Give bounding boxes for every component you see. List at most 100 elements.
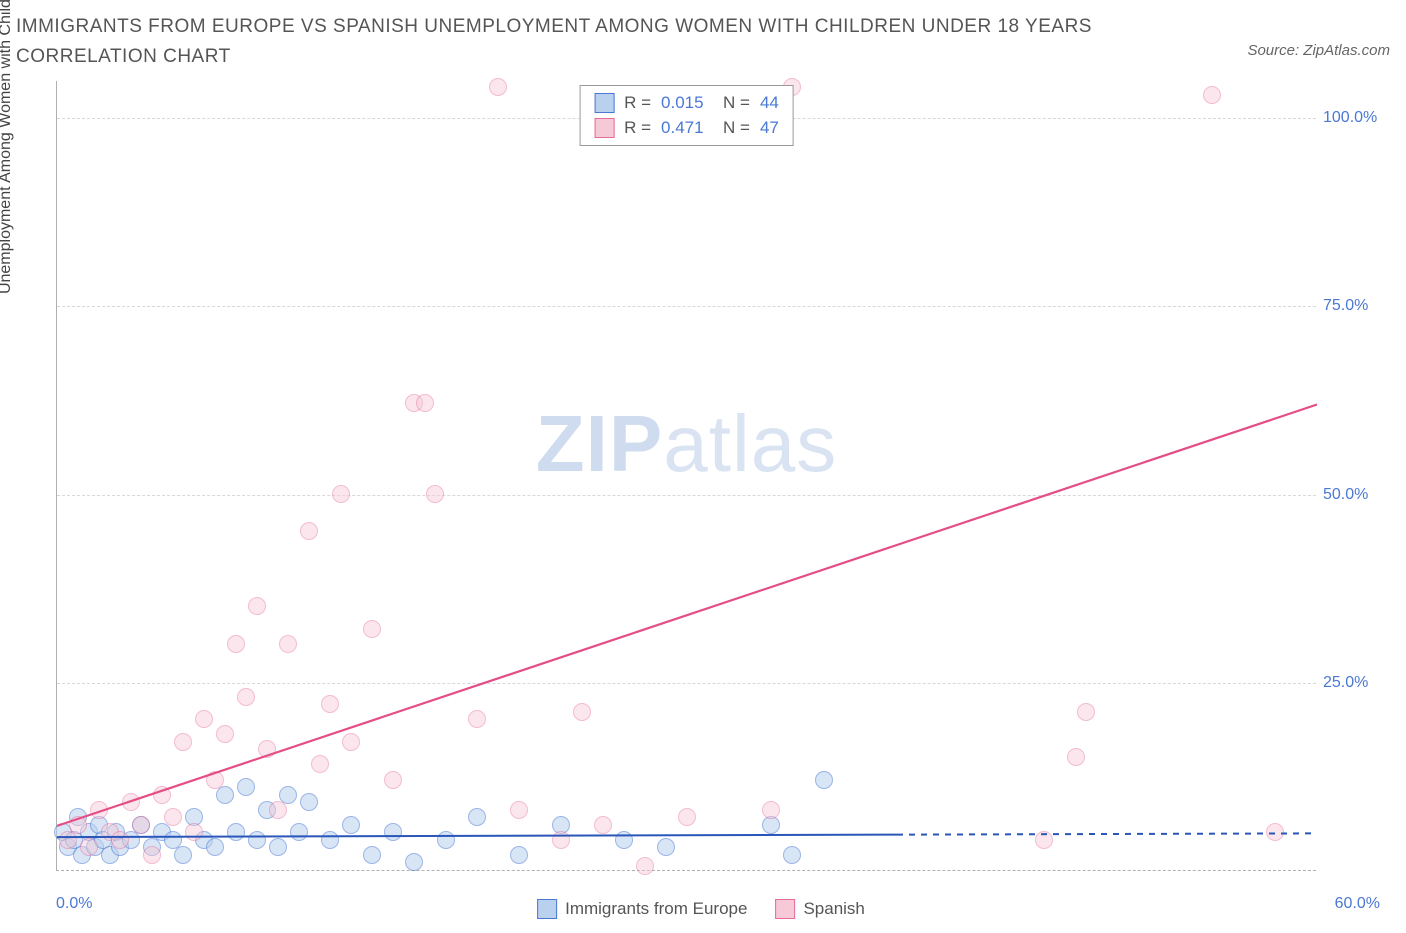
legend-label: Spanish	[803, 899, 864, 919]
stat-n-label: N =	[714, 90, 750, 116]
data-point	[206, 771, 224, 789]
data-point	[269, 838, 287, 856]
data-point	[363, 620, 381, 638]
data-point	[206, 838, 224, 856]
data-point	[657, 838, 675, 856]
data-point	[216, 786, 234, 804]
data-point	[815, 771, 833, 789]
data-point	[227, 823, 245, 841]
data-point	[1035, 831, 1053, 849]
data-point	[510, 846, 528, 864]
grid-line	[57, 495, 1316, 496]
data-point	[195, 710, 213, 728]
data-point	[342, 816, 360, 834]
grid-line	[57, 683, 1316, 684]
data-point	[1077, 703, 1095, 721]
data-point	[279, 635, 297, 653]
data-point	[363, 846, 381, 864]
data-point	[678, 808, 696, 826]
data-point	[405, 853, 423, 871]
data-point	[237, 688, 255, 706]
header: IMMIGRANTS FROM EUROPE VS SPANISH UNEMPL…	[16, 12, 1390, 73]
legend-swatch	[594, 93, 614, 113]
x-axis-max: 60.0%	[1335, 895, 1380, 913]
chart-container: Unemployment Among Women with Children U…	[16, 81, 1386, 921]
data-point	[332, 485, 350, 503]
data-point	[510, 801, 528, 819]
data-point	[1203, 86, 1221, 104]
data-point	[468, 808, 486, 826]
data-point	[143, 846, 161, 864]
stat-n-label: N =	[714, 115, 750, 141]
stat-n-value: 44	[760, 90, 779, 116]
legend-item: Spanish	[775, 899, 864, 919]
data-point	[321, 695, 339, 713]
data-point	[164, 808, 182, 826]
y-tick-label: 50.0%	[1323, 486, 1388, 504]
data-point	[615, 831, 633, 849]
stat-r-label: R =	[624, 115, 651, 141]
data-point	[636, 857, 654, 875]
data-point	[290, 823, 308, 841]
data-point	[762, 801, 780, 819]
data-point	[594, 816, 612, 834]
watermark: ZIPatlas	[536, 398, 837, 490]
data-point	[59, 831, 77, 849]
data-point	[216, 725, 234, 743]
stats-row: R = 0.471 N = 47	[594, 115, 779, 141]
trend-lines	[57, 81, 1317, 871]
data-point	[437, 831, 455, 849]
data-point	[384, 771, 402, 789]
data-point	[489, 78, 507, 96]
stats-legend: R = 0.015 N = 44R = 0.471 N = 47	[579, 85, 794, 146]
x-axis-min: 0.0%	[56, 895, 92, 913]
data-point	[468, 710, 486, 728]
data-point	[573, 703, 591, 721]
data-point	[185, 823, 203, 841]
y-axis-label: Unemployment Among Women with Children U…	[0, 0, 15, 294]
y-tick-label: 25.0%	[1323, 674, 1388, 692]
data-point	[248, 597, 266, 615]
data-point	[321, 831, 339, 849]
stat-r-label: R =	[624, 90, 651, 116]
data-point	[122, 793, 140, 811]
data-point	[1266, 823, 1284, 841]
data-point	[416, 394, 434, 412]
y-tick-label: 75.0%	[1323, 297, 1388, 315]
data-point	[552, 831, 570, 849]
data-point	[384, 823, 402, 841]
stat-n-value: 47	[760, 115, 779, 141]
legend-label: Immigrants from Europe	[565, 899, 747, 919]
data-point	[132, 816, 150, 834]
chart-title: IMMIGRANTS FROM EUROPE VS SPANISH UNEMPL…	[16, 12, 1116, 73]
legend-swatch	[775, 899, 795, 919]
data-point	[69, 816, 87, 834]
data-point	[237, 778, 255, 796]
stat-r-value: 0.015	[661, 90, 704, 116]
data-point	[80, 838, 98, 856]
data-point	[300, 793, 318, 811]
data-point	[269, 801, 287, 819]
data-point	[174, 846, 192, 864]
stats-row: R = 0.015 N = 44	[594, 90, 779, 116]
data-point	[111, 831, 129, 849]
stat-r-value: 0.471	[661, 115, 704, 141]
data-point	[153, 786, 171, 804]
data-point	[311, 755, 329, 773]
data-point	[90, 801, 108, 819]
y-tick-label: 100.0%	[1323, 109, 1388, 127]
data-point	[1067, 748, 1085, 766]
series-legend: Immigrants from Europe Spanish	[537, 899, 865, 919]
data-point	[426, 485, 444, 503]
data-point	[248, 831, 266, 849]
data-point	[174, 733, 192, 751]
data-point	[783, 846, 801, 864]
data-point	[227, 635, 245, 653]
data-point	[342, 733, 360, 751]
data-point	[258, 740, 276, 758]
grid-line	[57, 306, 1316, 307]
data-point	[300, 522, 318, 540]
plot-area: ZIPatlas R = 0.015 N = 44R = 0.471 N = 4…	[56, 81, 1316, 871]
legend-item: Immigrants from Europe	[537, 899, 747, 919]
legend-swatch	[594, 118, 614, 138]
